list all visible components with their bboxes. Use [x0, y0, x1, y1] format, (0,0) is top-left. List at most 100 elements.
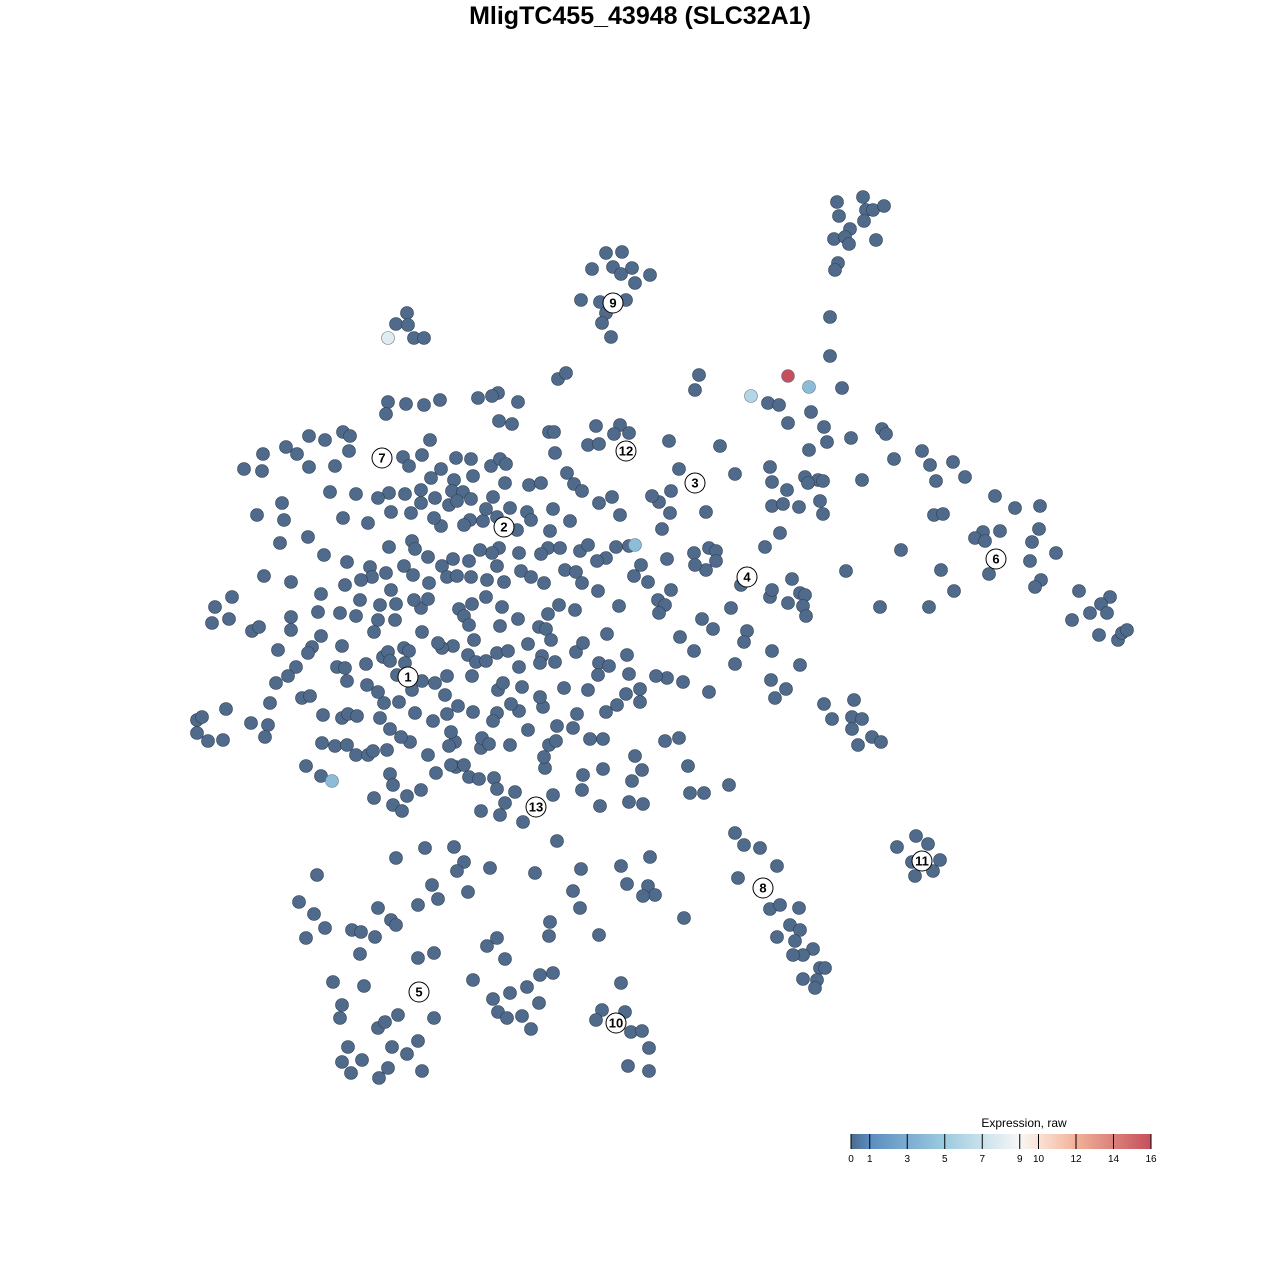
cell-point — [415, 625, 429, 639]
cell-point — [610, 698, 624, 712]
cell-point — [772, 398, 786, 412]
cell-point — [660, 552, 674, 566]
cell-point — [683, 786, 697, 800]
cell-point — [620, 877, 634, 891]
cell-point — [511, 612, 525, 626]
cell-point — [379, 566, 393, 580]
cell-point — [444, 725, 458, 739]
legend-tick-label: 14 — [1108, 1154, 1120, 1165]
chart-title: MligTC455_43948 (SLC32A1) — [469, 2, 811, 30]
cell-point — [368, 930, 382, 944]
cell-point — [391, 1008, 405, 1022]
cell-point — [625, 774, 639, 788]
cell-point — [473, 543, 487, 557]
cell-point — [553, 541, 567, 555]
cell-point — [593, 799, 607, 813]
cell-point — [449, 451, 463, 465]
cell-point — [377, 696, 391, 710]
cell-point — [353, 593, 367, 607]
cell-point — [768, 691, 782, 705]
cell-point — [486, 714, 500, 728]
cell-point — [431, 636, 445, 650]
cell-point — [497, 575, 511, 589]
cell-point — [512, 546, 526, 560]
cell-point — [634, 558, 648, 572]
cell-point — [835, 381, 849, 395]
cell-point — [1120, 623, 1134, 637]
cell-point — [433, 393, 447, 407]
cell-point — [504, 697, 518, 711]
cell-point — [570, 707, 584, 721]
cell-point — [753, 841, 767, 855]
legend-colorbar — [851, 1134, 1151, 1149]
cell-point — [311, 605, 325, 619]
cell-point — [802, 443, 816, 457]
cell-point — [806, 942, 820, 956]
cell-point — [614, 267, 628, 281]
cell-point — [394, 730, 408, 744]
cell-point — [655, 522, 669, 536]
cell-point — [770, 859, 784, 873]
cell-point — [560, 466, 574, 480]
cell-point — [190, 726, 204, 740]
cell-point — [442, 739, 456, 753]
cell-point — [1033, 499, 1047, 513]
cell-point — [366, 744, 380, 758]
cell-point — [250, 508, 264, 522]
cell-point — [645, 489, 659, 503]
cell-point — [688, 558, 702, 572]
cell-point — [310, 868, 324, 882]
cell-point — [873, 600, 887, 614]
cell-point — [398, 487, 412, 501]
cell-point — [851, 738, 865, 752]
cell-point — [301, 646, 315, 660]
cell-point — [333, 606, 347, 620]
cluster-label: 13 — [525, 796, 547, 818]
cell-point — [496, 676, 510, 690]
cell-point — [533, 968, 547, 982]
cell-point — [486, 490, 500, 504]
cell-point — [602, 659, 616, 673]
cell-point — [333, 1011, 347, 1025]
cell-point — [426, 714, 440, 728]
cell-point — [781, 416, 795, 430]
cluster-label-text: 5 — [415, 985, 422, 1000]
cell-point — [982, 567, 996, 581]
cell-point — [307, 907, 321, 921]
cell-point — [549, 734, 563, 748]
cell-point — [514, 564, 528, 578]
cell-point — [493, 619, 507, 633]
cell-point — [599, 705, 613, 719]
cell-point — [414, 496, 428, 510]
cell-point — [583, 732, 597, 746]
cluster-label-badge — [493, 516, 515, 538]
cell-point — [652, 606, 666, 620]
cell-point — [596, 762, 610, 776]
legend-tick-label: 0 — [848, 1154, 854, 1165]
cell-point — [781, 596, 795, 610]
cell-point — [353, 947, 367, 961]
cell-point — [816, 507, 830, 521]
cell-point — [511, 395, 525, 409]
cell-point — [1100, 606, 1114, 620]
cell-point — [446, 552, 460, 566]
cell-point — [869, 233, 883, 247]
cell-point — [434, 462, 448, 476]
cell-point — [388, 613, 402, 627]
cell-point — [450, 494, 464, 508]
cell-point — [595, 1003, 609, 1017]
cell-point — [796, 972, 810, 986]
cell-point — [466, 705, 480, 719]
cell-point — [724, 601, 738, 615]
cell-point — [620, 648, 634, 662]
cell-point — [421, 592, 435, 606]
cell-point — [622, 795, 636, 809]
cell-point — [471, 391, 485, 405]
cell-point — [628, 276, 642, 290]
cell-point — [371, 685, 385, 699]
cell-point — [302, 460, 316, 474]
cluster-label: 2 — [493, 516, 515, 538]
color-legend: Expression, raw 0 1 3 5 7 9 10 12 14 16 — [848, 1116, 1157, 1165]
cell-point — [765, 475, 779, 489]
